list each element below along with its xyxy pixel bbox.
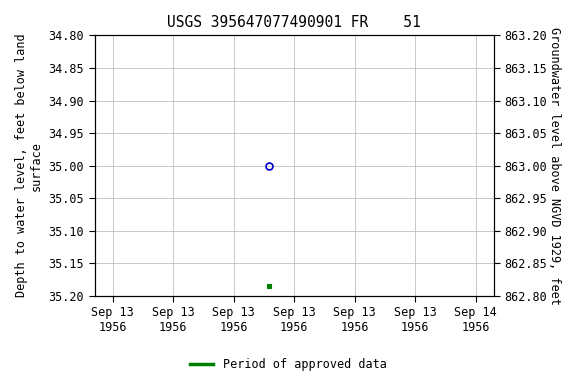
Legend: Period of approved data: Period of approved data <box>185 354 391 376</box>
Title: USGS 395647077490901 FR    51: USGS 395647077490901 FR 51 <box>168 15 421 30</box>
Y-axis label: Depth to water level, feet below land
surface: Depth to water level, feet below land su… <box>15 34 43 298</box>
Y-axis label: Groundwater level above NGVD 1929, feet: Groundwater level above NGVD 1929, feet <box>548 27 561 305</box>
